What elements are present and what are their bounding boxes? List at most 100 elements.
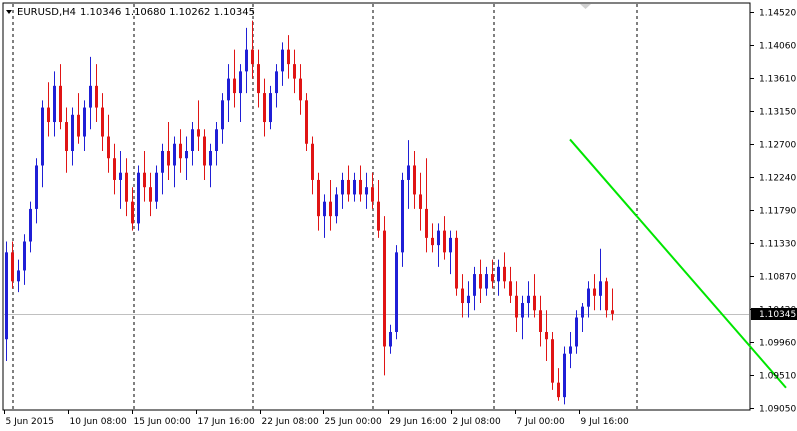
candle-body [233, 78, 236, 94]
candle-body [71, 114, 74, 151]
time-tick-label: 22 Jun 08:00 [262, 417, 319, 427]
candle-body [461, 288, 464, 304]
candle-body [347, 179, 350, 195]
candle-body [125, 172, 128, 202]
candle-body [563, 353, 566, 398]
candle-body [293, 64, 296, 79]
candle-body [353, 179, 356, 195]
candle-body [425, 208, 428, 238]
candle-body [89, 85, 92, 108]
candle-body [509, 281, 512, 296]
candle-body [323, 201, 326, 217]
ohlc-values: 1.10346 1.10680 1.10262 1.10345 [80, 7, 255, 18]
candle-body [53, 85, 56, 123]
candle-body [431, 237, 434, 246]
current-price-tag-label: 1.10345 [759, 310, 796, 320]
candle-body [437, 230, 440, 246]
candle-body [161, 150, 164, 173]
price-tick-label: 1.11790 [759, 207, 796, 217]
time-tick-label: 10 Jun 08:00 [70, 417, 127, 427]
candle-body [269, 93, 272, 123]
candle-body [383, 230, 386, 347]
candle-body [65, 122, 68, 151]
candle-body [545, 331, 548, 340]
time-tick-label: 15 Jun 00:00 [134, 417, 191, 427]
candle-body [167, 150, 170, 166]
candle-body [227, 78, 230, 101]
candle-body [83, 107, 86, 137]
candle-body [317, 179, 320, 217]
candle-body [401, 179, 404, 253]
candle-body [569, 346, 572, 354]
candle-body [359, 179, 362, 195]
time-tick-label: 25 Jun 00:00 [325, 417, 382, 427]
candle-body [311, 143, 314, 180]
candle-body [335, 194, 338, 217]
candle-body [389, 331, 392, 347]
candle-body [59, 85, 62, 123]
candle-body [413, 165, 416, 195]
candle-body [533, 295, 536, 311]
candle-body [137, 172, 140, 224]
price-tick-label: 1.12240 [759, 174, 796, 184]
candle-body [467, 295, 470, 304]
candle-body [593, 288, 596, 296]
price-tick-label: 1.13610 [759, 75, 796, 85]
candle-body [491, 274, 494, 282]
time-tick-label: 5 Jun 2015 [6, 417, 54, 427]
candle-body [47, 107, 50, 123]
candle-body [377, 201, 380, 231]
grid-lines [12, 4, 638, 409]
price-tick-label: 1.09960 [759, 339, 796, 349]
time-tick-label: 17 Jun 16:00 [198, 417, 255, 427]
price-tick-label: 1.11330 [759, 240, 796, 250]
time-tick-label: 29 Jun 16:00 [390, 417, 447, 427]
candle-body [599, 281, 602, 296]
candle-body [119, 172, 122, 180]
chart-shift-marker-icon[interactable] [580, 4, 591, 9]
time-axis: 5 Jun 2015 10 Jun 08:00 15 Jun 00:00 17 Jun… [4, 410, 630, 427]
candle-body [395, 252, 398, 332]
candle-body [581, 306, 584, 318]
candle-body [209, 150, 212, 166]
candle-body [197, 129, 200, 137]
candle-body [551, 339, 554, 383]
candle-body [131, 201, 134, 224]
candle-body [257, 64, 260, 94]
chart-frame [2, 2, 751, 411]
candle-body [251, 49, 254, 65]
candle-body [341, 179, 344, 195]
candles [5, 20, 614, 405]
price-tick-label: 1.10870 [759, 273, 796, 283]
candle-body [173, 143, 176, 166]
candle-body [473, 274, 476, 296]
candle-body [485, 274, 488, 289]
symbol-label: EURUSD,H4 [17, 7, 76, 18]
candle-body [479, 274, 482, 289]
candle-body [215, 129, 218, 151]
trendline-group[interactable] [569, 138, 787, 389]
candle-body [95, 85, 98, 108]
time-tick-label: 2 Jul 08:00 [453, 417, 502, 427]
candle-body [113, 158, 116, 180]
candle-body [527, 295, 530, 304]
candle-body [77, 114, 80, 137]
candle-body [191, 129, 194, 151]
triangle-down-icon[interactable] [6, 10, 12, 14]
trendline[interactable] [569, 138, 787, 389]
time-tick-label: 9 Jul 16:00 [581, 417, 630, 427]
candle-body [305, 100, 308, 144]
candle-body [407, 165, 410, 180]
price-axis: 1.14520 1.14060 1.13610 1.13150 1.12700 1.122… [750, 9, 797, 415]
candle-body [5, 252, 8, 340]
candle-body [245, 49, 248, 72]
candle-body [185, 150, 188, 159]
candle-body [521, 303, 524, 318]
time-tick-label: 7 Jul 00:00 [517, 417, 566, 427]
chart-header: EURUSD,H4 1.10346 1.10680 1.10262 1.1034… [6, 7, 255, 18]
price-tick-label: 1.12700 [759, 141, 796, 151]
candle-body [203, 136, 206, 166]
candle-body [143, 172, 146, 188]
